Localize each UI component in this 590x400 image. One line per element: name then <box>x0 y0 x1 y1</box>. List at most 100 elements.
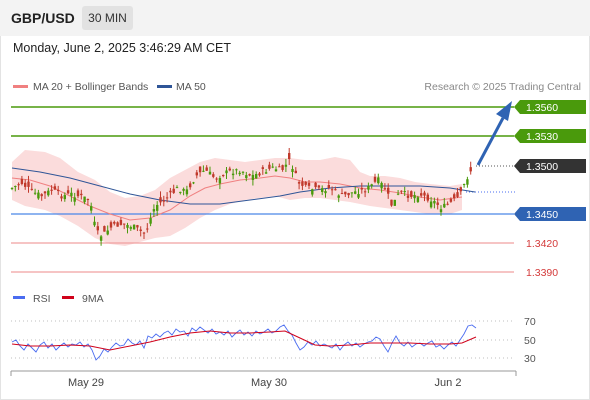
candle-body <box>367 186 370 190</box>
candle-body <box>208 171 212 175</box>
candle-body <box>377 177 380 184</box>
candle-body <box>228 168 231 171</box>
candle-body <box>165 197 169 199</box>
candle-body <box>258 173 261 176</box>
candle-body <box>129 227 132 229</box>
candle-body <box>169 190 172 193</box>
candle-body <box>304 181 307 185</box>
candle-body <box>390 199 393 206</box>
copyright-credit: Research © 2025 Trading Central <box>424 81 581 93</box>
candle-body <box>126 224 129 228</box>
candle-body <box>268 164 271 169</box>
candle-body <box>370 184 373 186</box>
candle-body <box>288 153 291 160</box>
candle-body <box>20 178 24 184</box>
candle-body <box>80 193 83 196</box>
candle-body <box>456 192 459 197</box>
candlesticks[interactable] <box>10 147 472 246</box>
candle-body <box>281 165 284 170</box>
candle-body <box>291 168 294 172</box>
candle-body <box>337 195 340 198</box>
candle-body <box>70 192 73 196</box>
candle-body <box>403 191 406 193</box>
interval-selector[interactable]: 30 MIN <box>82 6 133 30</box>
ma20-legend-swatch <box>13 85 28 88</box>
candle-body <box>238 172 241 175</box>
candle-body <box>433 200 436 204</box>
candle-body <box>76 190 80 197</box>
candle-body <box>192 182 195 184</box>
candle-body <box>350 192 354 194</box>
pivot-label: 1.3450 <box>514 207 586 221</box>
support-1-label: 1.3420 <box>526 238 558 250</box>
symbol-title: GBP/USD <box>11 10 75 26</box>
candle-body <box>50 189 53 191</box>
candle-body <box>60 196 63 199</box>
x-label-jun2: Jun 2 <box>435 377 462 389</box>
svg-text:1.3560: 1.3560 <box>526 102 558 114</box>
ma50-legend-swatch <box>157 85 172 88</box>
candle-body <box>179 191 182 193</box>
candle-body <box>264 172 268 174</box>
rsi-legend-swatch <box>13 296 25 299</box>
candle-body <box>17 184 20 186</box>
timestamp: Monday, June 2, 2025 3:46:29 AM CET <box>13 41 231 55</box>
candle-body <box>30 188 33 190</box>
candle-body <box>116 222 119 227</box>
candle-body <box>215 178 218 180</box>
candle-body <box>420 193 423 196</box>
candle-body <box>231 173 235 176</box>
candle-body <box>33 192 37 194</box>
candle-body <box>109 222 113 228</box>
candle-body <box>446 203 449 205</box>
target-arrow-head <box>496 101 512 121</box>
candle-body <box>156 204 159 211</box>
candle-body <box>373 176 377 182</box>
svg-text:1.3450: 1.3450 <box>526 209 558 221</box>
candle-body <box>255 174 258 179</box>
candle-body <box>307 182 311 186</box>
rsi-ma-legend-label: 9MA <box>82 293 104 305</box>
candle-body <box>103 226 106 232</box>
candle-body <box>334 189 337 191</box>
candle-body <box>106 230 109 235</box>
candle-body <box>195 172 198 176</box>
candle-body <box>132 224 136 230</box>
candle-body <box>175 187 179 189</box>
candle-body <box>198 166 202 173</box>
svg-text:1.3530: 1.3530 <box>526 131 558 143</box>
candle-body <box>274 169 278 172</box>
candle-body <box>429 201 433 208</box>
candle-body <box>241 171 245 173</box>
ma20-line <box>11 175 463 221</box>
resistance-2-label: 1.3560 <box>514 100 586 114</box>
candle-body <box>66 190 70 194</box>
candle-body <box>136 225 139 228</box>
candle-body <box>14 186 17 188</box>
bollinger-band <box>12 150 462 246</box>
candle-body <box>278 166 281 168</box>
candle-body <box>284 164 288 167</box>
candle-body <box>301 181 304 186</box>
candle-body <box>383 188 387 190</box>
candle-body <box>113 221 116 224</box>
candle-body <box>453 194 456 199</box>
candle-body <box>380 182 383 189</box>
candle-body <box>99 236 103 241</box>
target-arrow-shaft <box>476 117 505 166</box>
candle-body <box>413 195 416 199</box>
candle-body <box>222 174 225 177</box>
candle-body <box>416 197 420 202</box>
candle-body <box>185 189 189 195</box>
candle-body <box>172 188 175 193</box>
top-bar: GBP/USD 30 MIN <box>0 0 590 36</box>
candle-body <box>10 187 14 189</box>
candle-body <box>317 185 321 188</box>
candle-body <box>360 188 363 190</box>
rsi-legend-label: RSI <box>33 293 51 305</box>
candle-body <box>83 196 86 203</box>
candle-body <box>324 191 327 194</box>
candle-body <box>63 195 66 200</box>
candle-body <box>294 170 297 174</box>
